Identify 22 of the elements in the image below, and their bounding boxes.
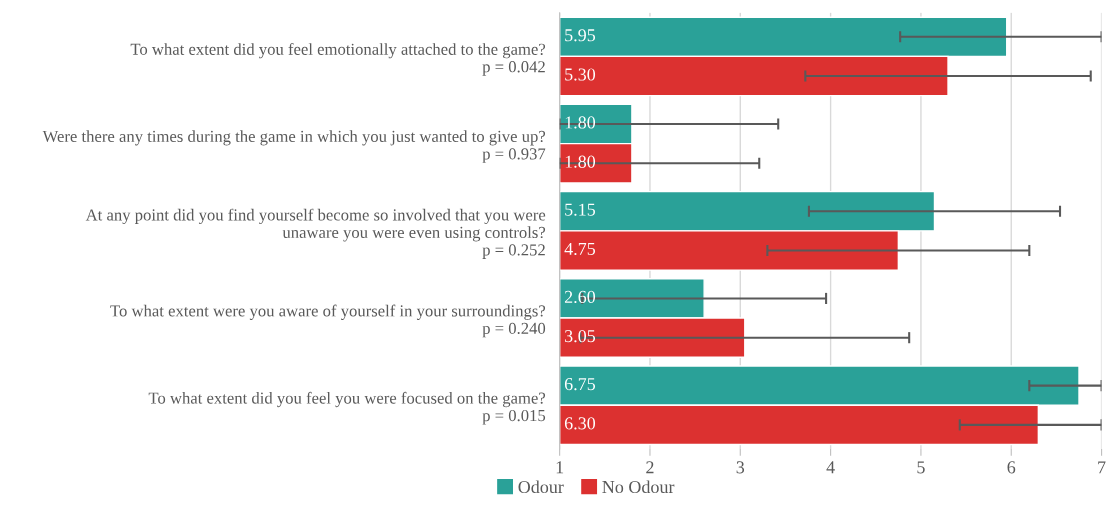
legend-label: Odour bbox=[518, 480, 564, 494]
x-tick-label: 6 bbox=[1007, 461, 1016, 474]
y-tick-label: To what extent did you feel you were focused on the game? p = 0.015 bbox=[148, 391, 546, 425]
x-tick-label: 7 bbox=[1098, 461, 1106, 474]
y-tick-label: To what extent did you feel emotionally attached to the game? p = 0.042 bbox=[130, 42, 546, 76]
x-tick-label: 2 bbox=[646, 461, 654, 474]
y-tick-label: Were there any times during the game in which you just wanted to give up? p = 0.937 bbox=[42, 130, 546, 163]
x-tick-label: 1 bbox=[556, 461, 564, 474]
data-label: 6.75 bbox=[564, 378, 596, 391]
data-label: 1.80 bbox=[565, 116, 596, 129]
y-tick-label: To what extent were you aware of yourself in your surroundings? p = 0.240 bbox=[110, 304, 546, 338]
legend-label: No Odour bbox=[602, 480, 675, 494]
y-tick-label: At any point did you find yourself become so involved that you were unaware you were even using controls? p = 0.252 bbox=[85, 208, 546, 259]
data-label: 2.60 bbox=[564, 290, 596, 304]
x-tick-label: 3 bbox=[736, 461, 745, 474]
data-label: 6.30 bbox=[564, 417, 596, 430]
data-label: 5.95 bbox=[565, 29, 596, 42]
data-label: 4.75 bbox=[564, 242, 596, 256]
data-label: 5.30 bbox=[565, 68, 596, 81]
x-tick-label: 5 bbox=[917, 461, 925, 474]
x-tick-label: 4 bbox=[826, 461, 835, 474]
data-label: 5.15 bbox=[565, 203, 596, 216]
